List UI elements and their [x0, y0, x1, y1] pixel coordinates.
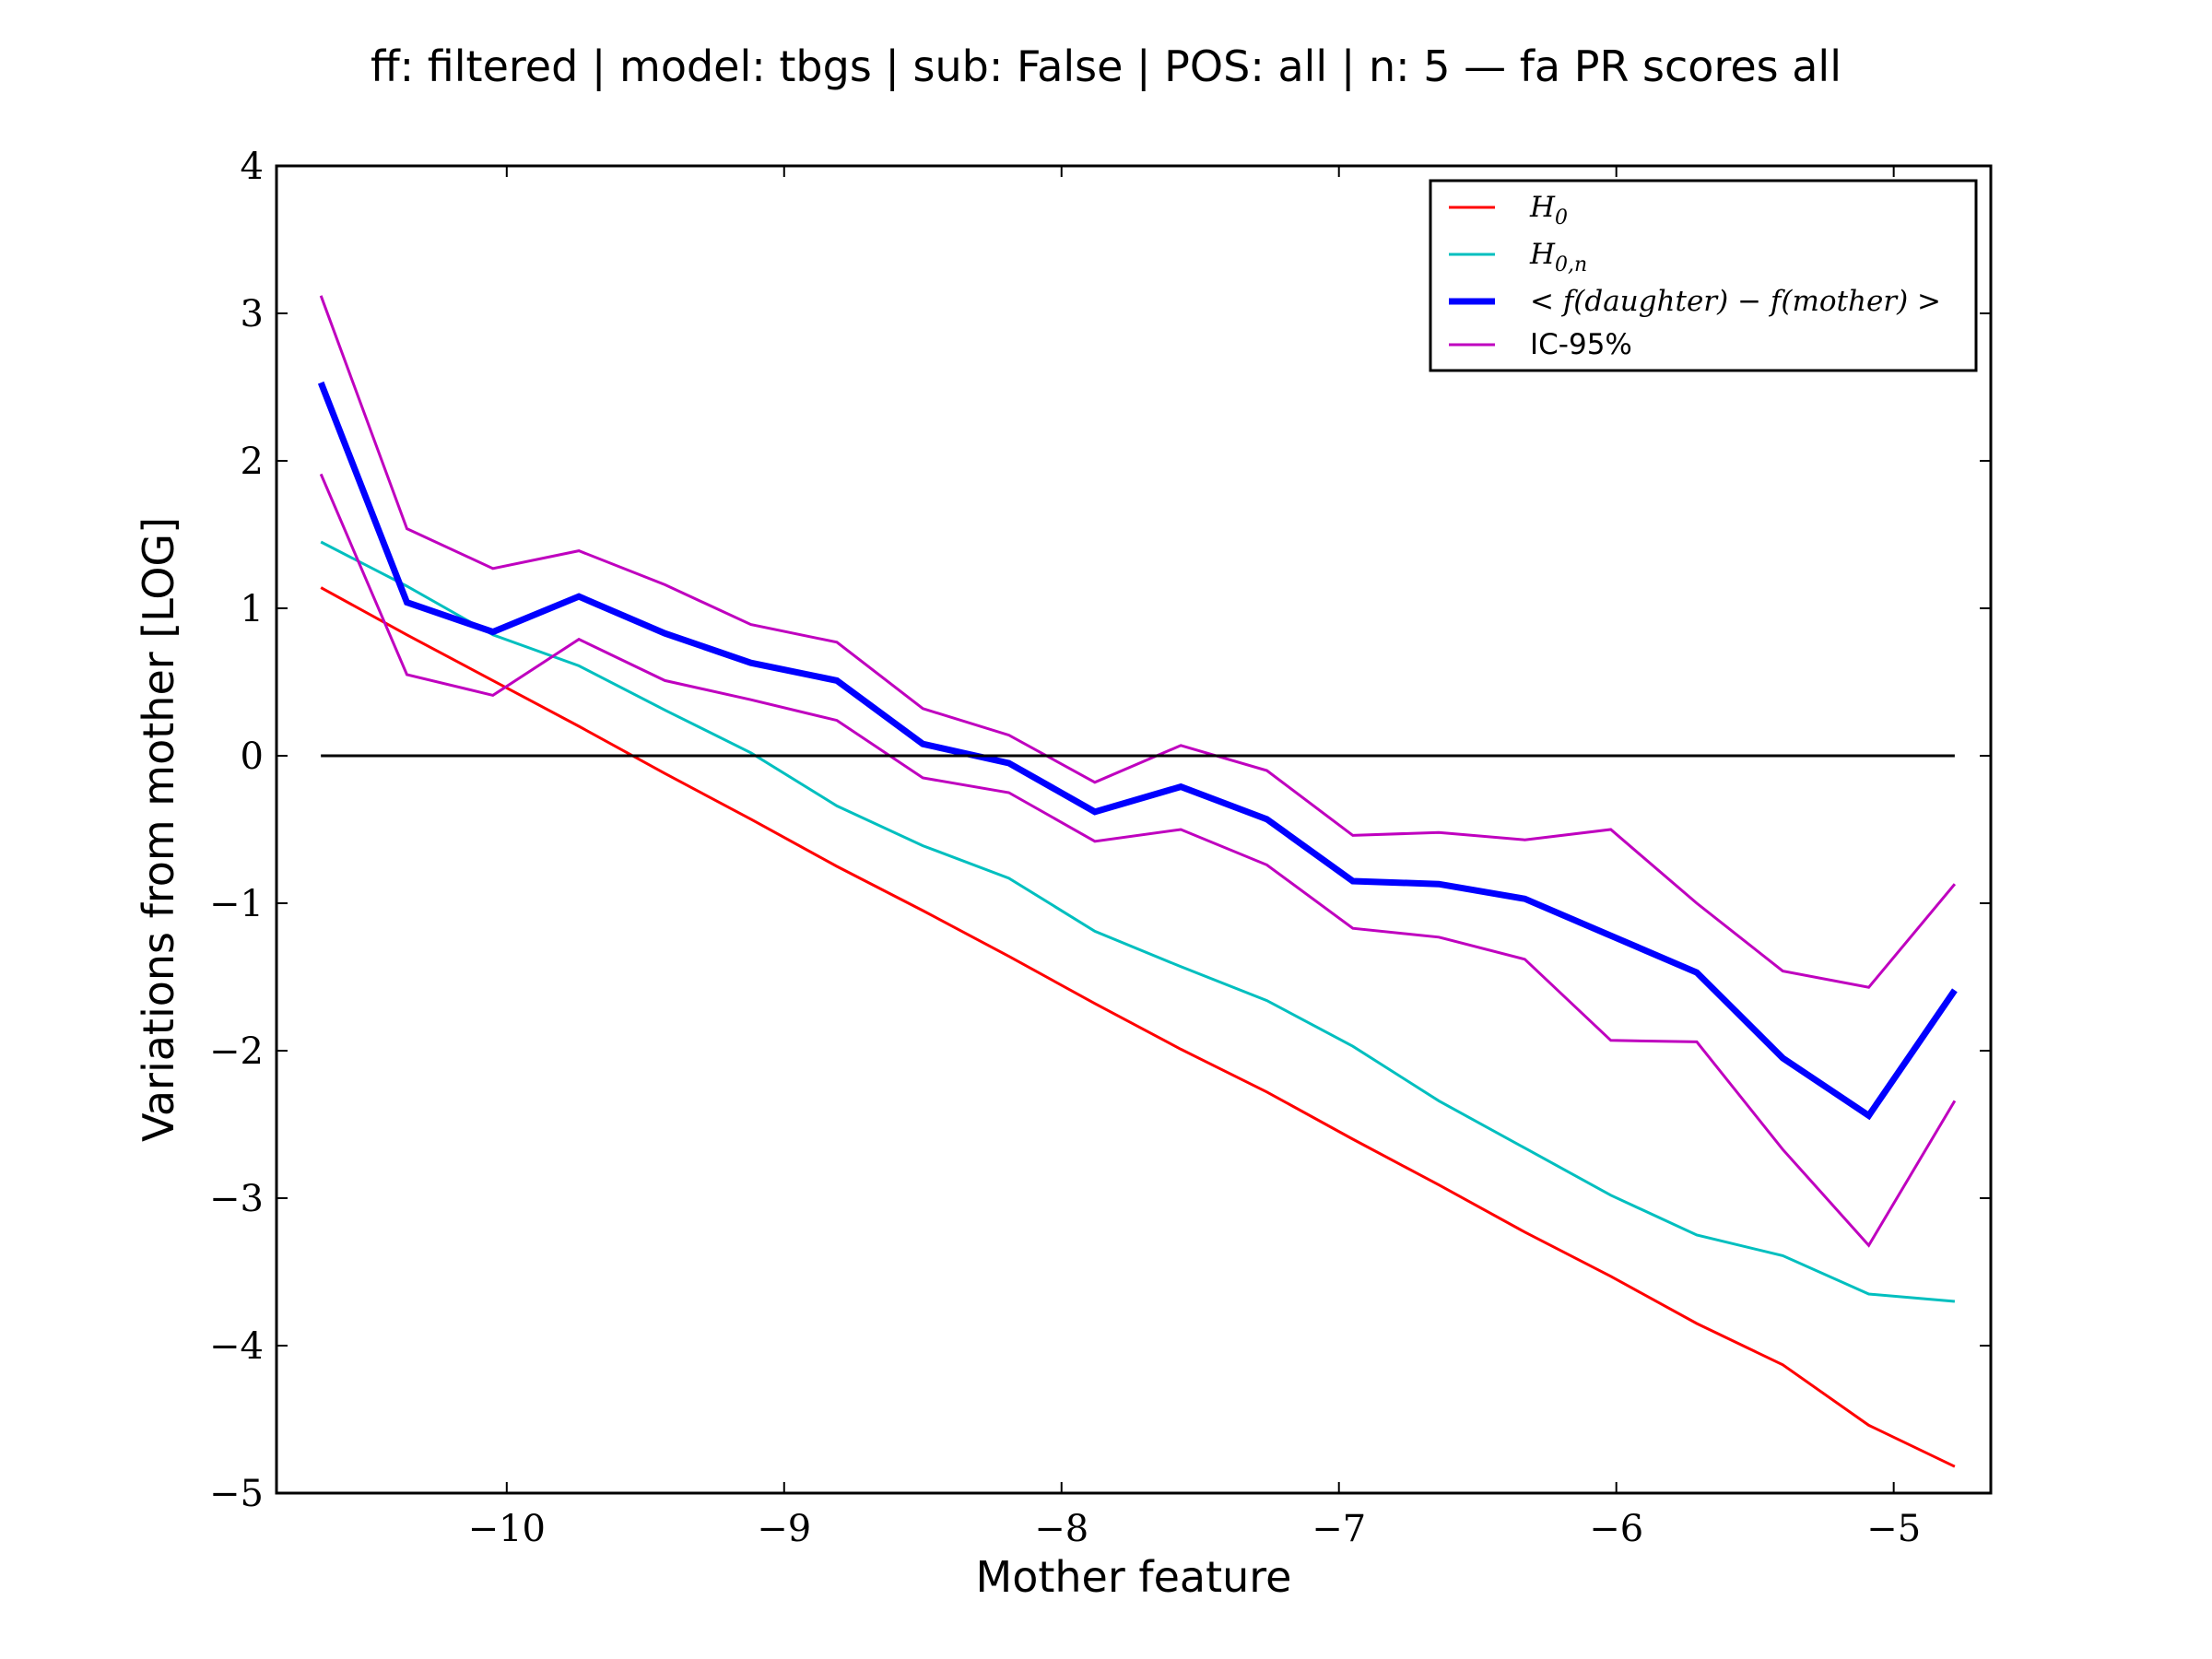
y-tick-label: 4 [241, 146, 264, 188]
y-tick-label: −3 [209, 1178, 264, 1220]
series-line-0 [320, 586, 1956, 1468]
legend: H0 H0,n < f(daughter) − f(mother) > IC-95% [1429, 179, 1978, 372]
x-tick-label: −6 [1589, 1508, 1643, 1550]
y-tick-label: −4 [209, 1325, 264, 1368]
y-tick-label: 0 [241, 735, 264, 778]
y-tick-label: 1 [241, 588, 264, 630]
legend-label-3: IC-95% [1530, 328, 1632, 361]
y-tick-label: −5 [209, 1473, 264, 1515]
x-tick-label: −8 [1034, 1508, 1088, 1550]
legend-frame [1429, 179, 1978, 372]
y-tick-label: 3 [241, 293, 264, 335]
y-tick-label: −1 [209, 883, 264, 925]
plot-frame [275, 164, 1993, 1495]
legend-label-1: H0,n [1529, 238, 1587, 276]
y-tick-label: −2 [209, 1030, 264, 1073]
x-tick-label: −5 [1866, 1508, 1921, 1550]
x-tick-label: −9 [757, 1508, 811, 1550]
x-tick-label: −10 [468, 1508, 546, 1550]
y-axis-label: Variations from mother [LOG] [134, 517, 183, 1142]
series-line-2 [317, 381, 1958, 1121]
series-line-1 [320, 540, 1956, 1303]
legend-label-2: < f(daughter) − f(mother) > [1530, 285, 1941, 318]
x-axis-label: Mother feature [976, 1552, 1292, 1602]
series-layer [317, 295, 1958, 1468]
x-tick-label: −7 [1312, 1508, 1366, 1550]
chart-title: ff: filtered | model: tbgs | sub: False … [371, 41, 1841, 92]
series-line-4 [319, 473, 1957, 1248]
series-line-3 [319, 295, 1957, 989]
legend-label-0: H0 [1529, 191, 1568, 229]
y-tick-label: 2 [241, 441, 264, 483]
